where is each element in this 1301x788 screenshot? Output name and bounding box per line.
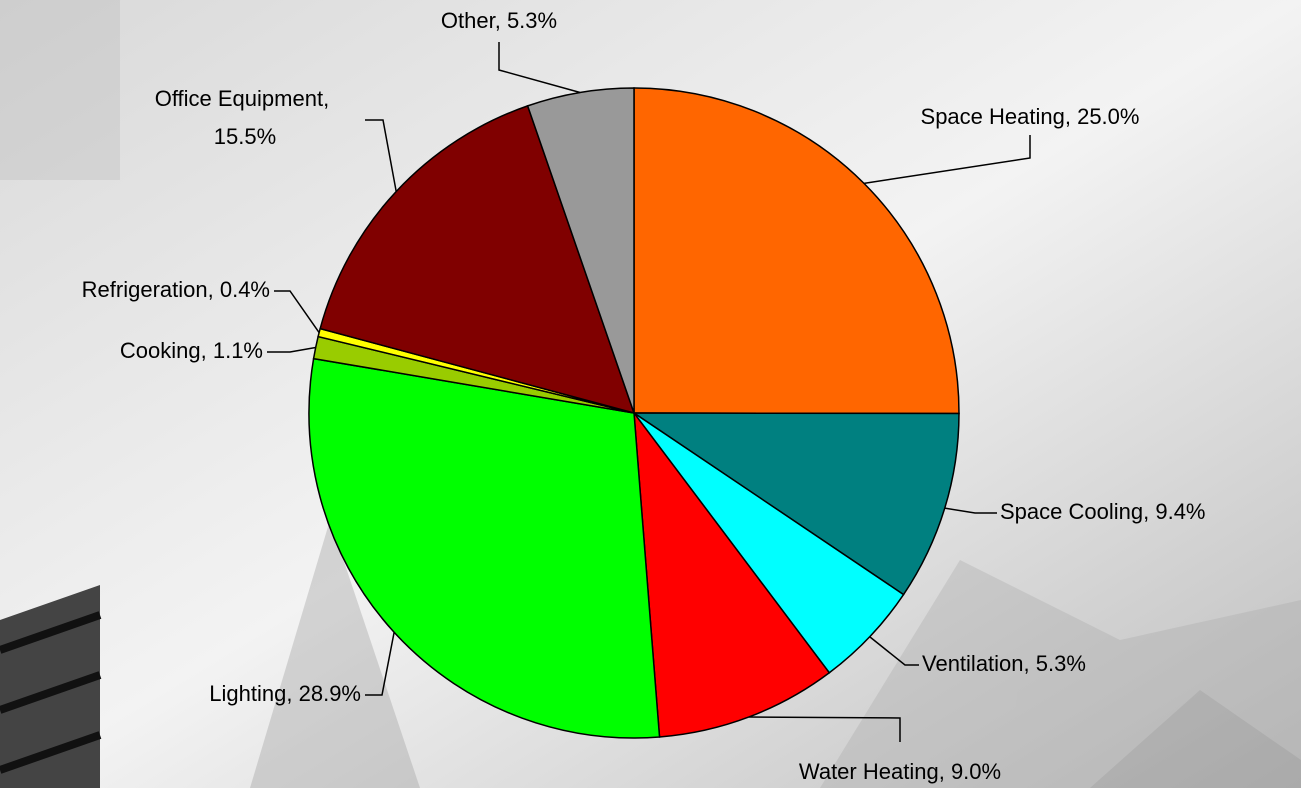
label-category: Ventilation [922,651,1024,676]
label-value: 5.3% [1036,651,1086,676]
label-category: Office Equipment [155,86,323,111]
label-separator: , [323,86,335,111]
label-category: Space Cooling [1000,499,1143,524]
data-label: Space Heating, 25.0% [921,104,1140,129]
label-category: Cooking [120,338,201,363]
data-label: Other, 5.3% [441,8,557,33]
label-separator: , [495,8,507,33]
label-value: 5.3% [507,8,557,33]
label-value: 25.0% [1077,104,1139,129]
label-separator: , [939,759,951,784]
label-separator: , [1065,104,1077,129]
page: Space Heating, 25.0% Space Cooling, 9.4% V… [0,0,1301,788]
label-category: Water Heating [799,759,939,784]
label-separator: , [1143,499,1155,524]
label-category: Space Heating [921,104,1065,129]
label-separator: , [1024,651,1036,676]
chart: Space Heating, 25.0% Space Cooling, 9.4% V… [0,0,1301,788]
data-label: Lighting, 28.9% [209,681,361,706]
data-label: Space Cooling, 9.4% [1000,499,1206,524]
data-label: Refrigeration, 0.4% [82,277,270,302]
label-value: 9.0% [951,759,1001,784]
data-label: Cooking, 1.1% [120,338,263,363]
label-separator: , [201,338,213,363]
label-value: 15.5% [214,124,276,149]
label-category: Lighting [209,681,286,706]
data-label: Water Heating, 9.0% [799,759,1001,784]
label-category: Refrigeration [82,277,208,302]
label-value: 9.4% [1155,499,1205,524]
label-value: 0.4% [220,277,270,302]
label-separator: , [286,681,298,706]
label-value: 28.9% [299,681,361,706]
label-separator: , [208,277,220,302]
data-label: Ventilation, 5.3% [922,651,1086,676]
label-value: 1.1% [213,338,263,363]
building-photo [0,585,100,788]
label-category: Other [441,8,496,33]
